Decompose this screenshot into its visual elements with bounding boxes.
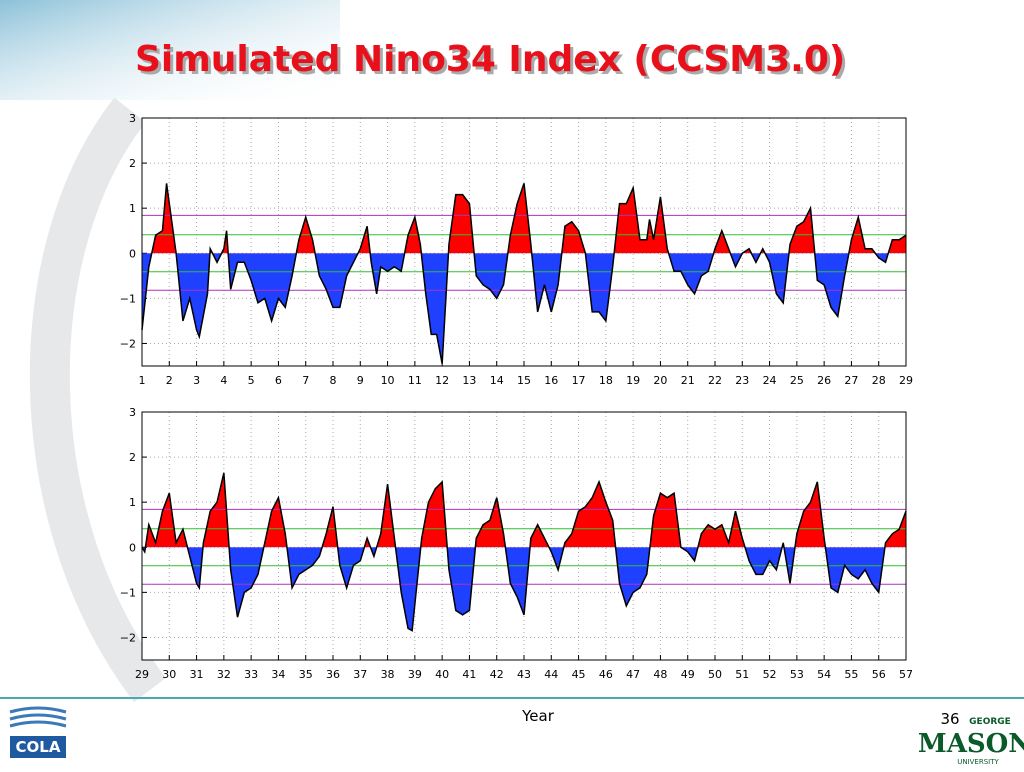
x-tick-label: 11 bbox=[408, 374, 422, 387]
x-tick-label: 55 bbox=[844, 668, 858, 681]
negative-area bbox=[142, 547, 906, 631]
x-tick-label: 21 bbox=[681, 374, 695, 387]
x-tick-label: 52 bbox=[763, 668, 777, 681]
x-tick-label: 29 bbox=[135, 668, 149, 681]
x-tick-label: 6 bbox=[275, 374, 282, 387]
x-tick-label: 10 bbox=[381, 374, 395, 387]
x-tick-label: 41 bbox=[462, 668, 476, 681]
x-tick-label: 49 bbox=[681, 668, 695, 681]
x-tick-label: 43 bbox=[517, 668, 531, 681]
x-tick-label: 30 bbox=[162, 668, 176, 681]
x-tick-label: 29 bbox=[899, 374, 913, 387]
index-line bbox=[141, 472, 907, 632]
x-tick-label: 7 bbox=[302, 374, 309, 387]
x-tick-label: 4 bbox=[220, 374, 227, 387]
x-tick-label: 19 bbox=[626, 374, 640, 387]
arc-decoration bbox=[29, 97, 166, 703]
y-tick-label: 1 bbox=[129, 496, 136, 509]
x-tick-label: 13 bbox=[462, 374, 476, 387]
x-tick-label: 50 bbox=[708, 668, 722, 681]
logo-waves bbox=[9, 706, 67, 728]
x-tick-label: 20 bbox=[653, 374, 667, 387]
x-tick-label: 39 bbox=[408, 668, 422, 681]
logo-text: MASON bbox=[918, 729, 1024, 759]
logo-box bbox=[10, 736, 66, 758]
x-tick-label: 17 bbox=[572, 374, 586, 387]
plot-frame bbox=[141, 117, 907, 367]
x-tick-label: 56 bbox=[872, 668, 886, 681]
x-tick-label: 2 bbox=[166, 374, 173, 387]
x-tick-label: 48 bbox=[653, 668, 667, 681]
y-tick-label: 0 bbox=[129, 247, 136, 260]
x-tick-label: 38 bbox=[381, 668, 395, 681]
x-tick-label: 33 bbox=[244, 668, 258, 681]
x-tick-label: 15 bbox=[517, 374, 531, 387]
chart-panel: 1 2 3 4 5 6 7 8 9 10 11 12 13 14 15 16 17 18 19 20 21 22 23 24 2… bbox=[120, 112, 913, 387]
y-tick-label: 1 bbox=[129, 202, 136, 215]
x-tick-label: 1 bbox=[139, 374, 146, 387]
x-tick-label: 28 bbox=[872, 374, 886, 387]
logo-text: GEORGE bbox=[969, 717, 1011, 727]
x-tick-label: 44 bbox=[544, 668, 558, 681]
x-tick-label: 26 bbox=[817, 374, 831, 387]
x-tick-label: 42 bbox=[490, 668, 504, 681]
x-tick-label: 53 bbox=[790, 668, 804, 681]
y-tick-label: −2 bbox=[120, 337, 136, 350]
x-tick-label: 40 bbox=[435, 668, 449, 681]
x-axis-title: Year bbox=[521, 707, 555, 725]
page-number: 36 bbox=[940, 710, 959, 728]
x-tick-label: 22 bbox=[708, 374, 722, 387]
x-tick-label: 23 bbox=[735, 374, 749, 387]
x-tick-label: 47 bbox=[626, 668, 640, 681]
x-tick-label: 36 bbox=[326, 668, 340, 681]
globe-decoration bbox=[0, 0, 340, 100]
y-tick-label: −2 bbox=[120, 631, 136, 644]
y-tick-label: 3 bbox=[129, 406, 136, 419]
y-tick-label: 2 bbox=[129, 451, 136, 464]
y-tick-label: −1 bbox=[120, 586, 136, 599]
title-shadow: Simulated Nino34 Index (CCSM3.0) bbox=[138, 42, 848, 83]
y-tick-label: 3 bbox=[129, 112, 136, 125]
x-tick-label: 16 bbox=[544, 374, 558, 387]
x-tick-label: 25 bbox=[790, 374, 804, 387]
x-tick-label: 18 bbox=[599, 374, 613, 387]
x-tick-label: 57 bbox=[899, 668, 913, 681]
x-tick-label: 12 bbox=[435, 374, 449, 387]
y-tick-label: −1 bbox=[120, 292, 136, 305]
x-tick-label: 32 bbox=[217, 668, 231, 681]
index-line bbox=[141, 183, 907, 364]
x-tick-label: 54 bbox=[817, 668, 831, 681]
gmu-logo: GEORGE MASON UNIVERSITY bbox=[918, 717, 1024, 766]
y-tick-label: 0 bbox=[129, 541, 136, 554]
x-tick-label: 34 bbox=[271, 668, 285, 681]
x-tick-label: 14 bbox=[490, 374, 504, 387]
cola-logo: COLA bbox=[9, 706, 67, 758]
x-tick-label: 27 bbox=[844, 374, 858, 387]
x-tick-label: 24 bbox=[763, 374, 777, 387]
x-tick-label: 5 bbox=[248, 374, 255, 387]
x-tick-label: 37 bbox=[353, 668, 367, 681]
logo-text: COLA bbox=[16, 738, 61, 756]
x-tick-label: 51 bbox=[735, 668, 749, 681]
x-tick-label: 45 bbox=[572, 668, 586, 681]
plot-frame bbox=[141, 411, 907, 661]
x-tick-label: 9 bbox=[357, 374, 364, 387]
x-tick-label: 8 bbox=[330, 374, 337, 387]
logo-text: UNIVERSITY bbox=[957, 758, 999, 766]
chart-panel: 29 30 31 32 33 34 35 36 37 38 39 40 41 42 43 44 45 46 47 48… bbox=[120, 406, 913, 681]
x-tick-label: 46 bbox=[599, 668, 613, 681]
y-tick-label: 2 bbox=[129, 157, 136, 170]
x-tick-label: 31 bbox=[190, 668, 204, 681]
negative-area bbox=[142, 253, 906, 364]
x-tick-label: 35 bbox=[299, 668, 313, 681]
slide-title: Simulated Nino34 Index (CCSM3.0) bbox=[135, 39, 845, 80]
x-tick-label: 3 bbox=[193, 374, 200, 387]
